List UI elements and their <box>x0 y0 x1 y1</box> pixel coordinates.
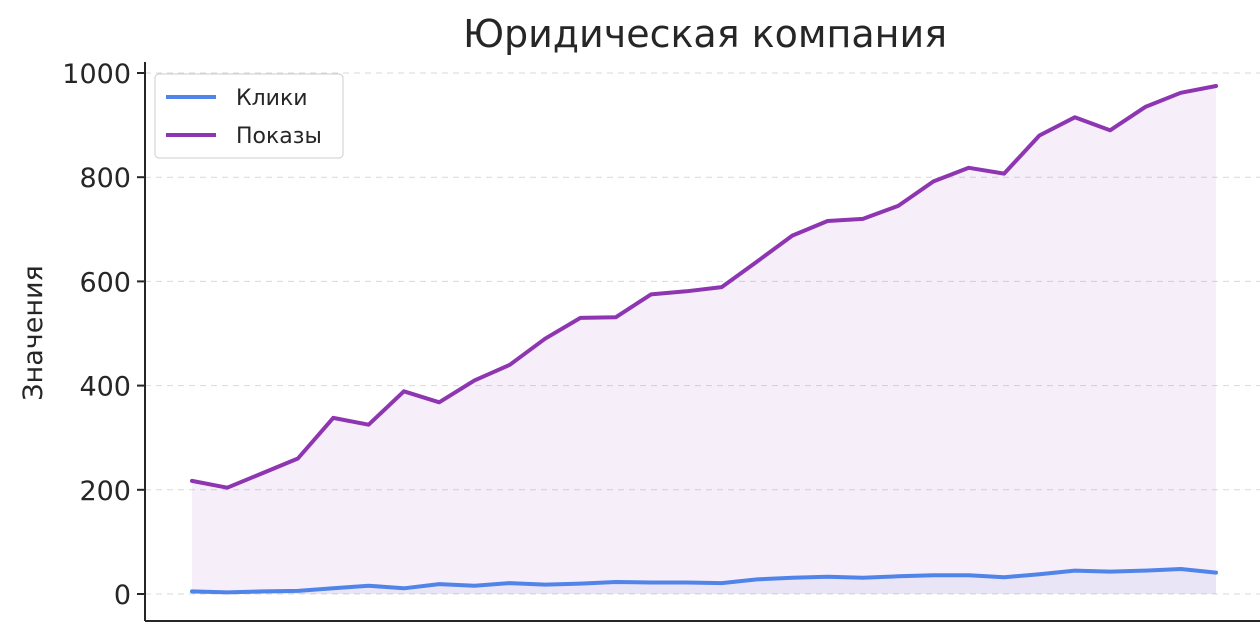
y-tick-label: 400 <box>79 372 131 403</box>
y-tick-label: 1000 <box>62 59 131 90</box>
legend-label: Клики <box>236 86 308 111</box>
y-tick-label: 600 <box>79 267 131 298</box>
series-areas <box>192 86 1216 594</box>
series-area-2 <box>192 86 1216 594</box>
legend: Клики Показы <box>154 73 344 159</box>
grid <box>145 72 1260 595</box>
legend-label: Показы <box>236 124 322 149</box>
y-ticks: 0 200 400 600 800 1000 <box>62 59 145 611</box>
y-tick-label: 200 <box>79 476 131 507</box>
y-tick-label: 800 <box>79 163 131 194</box>
series-lines <box>190 84 1218 595</box>
series-line-2 <box>190 84 1218 490</box>
series-line-1 <box>190 567 1218 595</box>
y-tick-label: 0 <box>114 580 131 611</box>
y-axis-label: Значения <box>18 265 49 401</box>
chart-title: Юридическая компания <box>463 12 947 56</box>
